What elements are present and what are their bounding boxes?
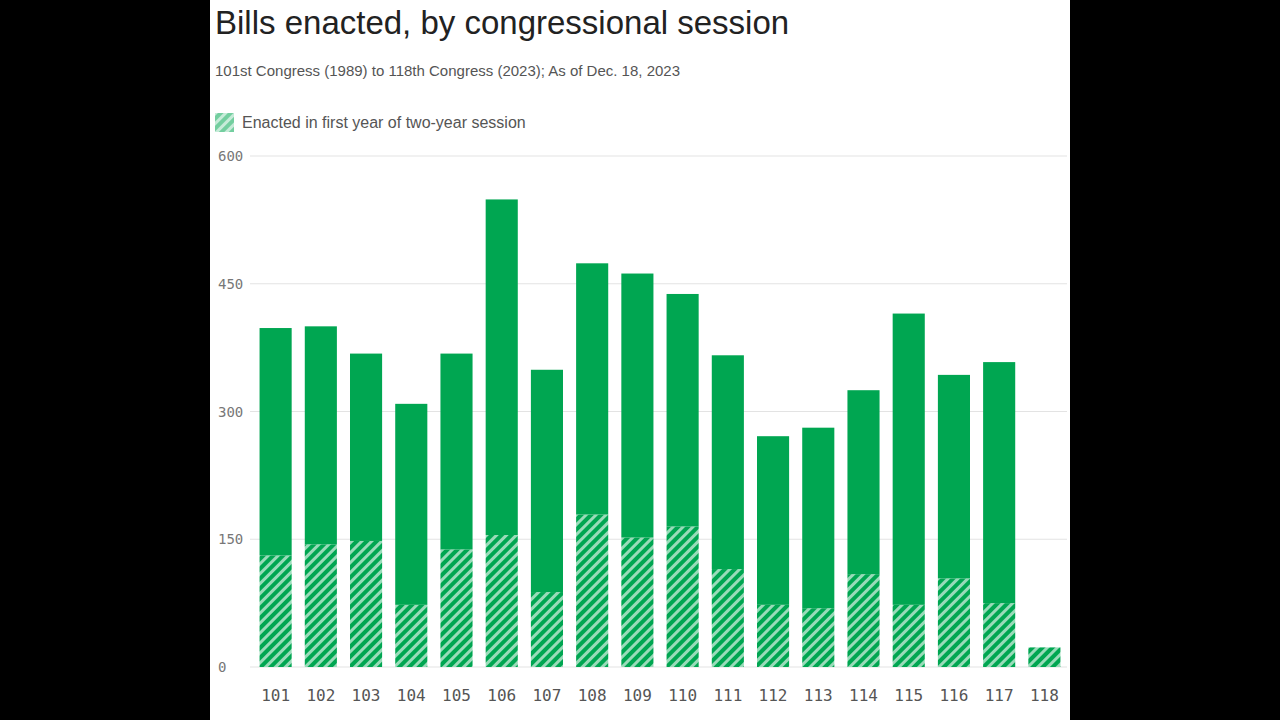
x-tick-label: 101	[261, 686, 290, 705]
x-tick-label: 113	[804, 686, 833, 705]
x-tick-label: 111	[713, 686, 742, 705]
bar-segment	[983, 603, 1015, 667]
bar-segment	[395, 404, 427, 605]
x-axis: 101 102 103 104 105 106 107 108 109 110 111 112 113 1…	[261, 686, 1059, 705]
y-tick-label: 600	[218, 148, 243, 164]
bar-segment	[667, 294, 699, 527]
bar-segment	[1028, 647, 1060, 667]
bar-segment	[983, 362, 1015, 603]
bar-segment	[712, 355, 744, 569]
chart-root: Bills enacted, by congressional session 1…	[0, 0, 1280, 720]
bar-segment	[350, 541, 382, 667]
bar-segment	[757, 605, 789, 667]
x-tick-label: 114	[849, 686, 878, 705]
bar-segment	[938, 578, 970, 667]
bar-segment	[350, 354, 382, 541]
bar-segment	[576, 263, 608, 514]
bar-segment	[260, 328, 292, 555]
bar-segment	[576, 515, 608, 667]
bar-segment	[847, 574, 879, 667]
bar-segment	[395, 605, 427, 667]
bar-segment	[893, 605, 925, 667]
page: {"chart_data": {"type": "bar", "title": …	[0, 0, 1280, 720]
bar-segment	[531, 592, 563, 667]
bar-segment	[305, 326, 337, 544]
chart-svg: Bills enacted, by congressional session 1…	[0, 0, 1280, 720]
x-tick-label: 110	[668, 686, 697, 705]
legend-swatch	[215, 113, 234, 132]
x-tick-label: 107	[532, 686, 561, 705]
bars	[260, 199, 1061, 667]
bar-segment	[802, 428, 834, 609]
letterbox	[0, 0, 1280, 720]
y-tick-label: 450	[218, 276, 243, 292]
x-tick-label: 117	[985, 686, 1014, 705]
x-tick-label: 108	[578, 686, 607, 705]
subtitle: 101st Congress (1989) to 118th Congress …	[215, 62, 680, 79]
x-tick-label: 115	[894, 686, 923, 705]
x-tick-label: 103	[352, 686, 381, 705]
bar-segment	[847, 390, 879, 574]
x-tick-label: 112	[759, 686, 788, 705]
x-tick-label: 116	[939, 686, 968, 705]
bar-segment	[486, 535, 518, 667]
y-tick-label: 300	[218, 404, 243, 420]
bar-segment	[712, 569, 744, 667]
bar-segment	[802, 608, 834, 667]
legend-label: Enacted in first year of two-year sessio…	[242, 114, 526, 131]
x-tick-label: 104	[397, 686, 426, 705]
bar-segment	[621, 274, 653, 538]
grid-line	[250, 283, 1067, 284]
x-tick-label: 105	[442, 686, 471, 705]
x-tick-label: 109	[623, 686, 652, 705]
bar-segment	[305, 544, 337, 667]
title: Bills enacted, by congressional session	[215, 4, 789, 41]
bar-segment	[531, 370, 563, 592]
y-tick-label: 150	[218, 531, 243, 547]
x-tick-label: 106	[487, 686, 516, 705]
bar-segment	[938, 375, 970, 579]
y-axis: 0 150 300 450 600	[218, 148, 1067, 675]
bar-segment	[260, 555, 292, 667]
bar-segment	[667, 526, 699, 667]
bar-segment	[440, 549, 472, 667]
bar-segment	[1028, 647, 1060, 648]
y-tick-label: 0	[218, 659, 226, 675]
bar-segment	[486, 199, 518, 535]
x-tick-label: 102	[306, 686, 335, 705]
x-tick-label: 118	[1030, 686, 1059, 705]
bar-segment	[621, 538, 653, 667]
panel	[210, 0, 1070, 720]
legend: Enacted in first year of two-year sessio…	[215, 113, 526, 132]
grid-line	[250, 156, 1067, 157]
bar-segment	[440, 354, 472, 550]
bar-segment	[757, 436, 789, 605]
bar-segment	[893, 314, 925, 605]
